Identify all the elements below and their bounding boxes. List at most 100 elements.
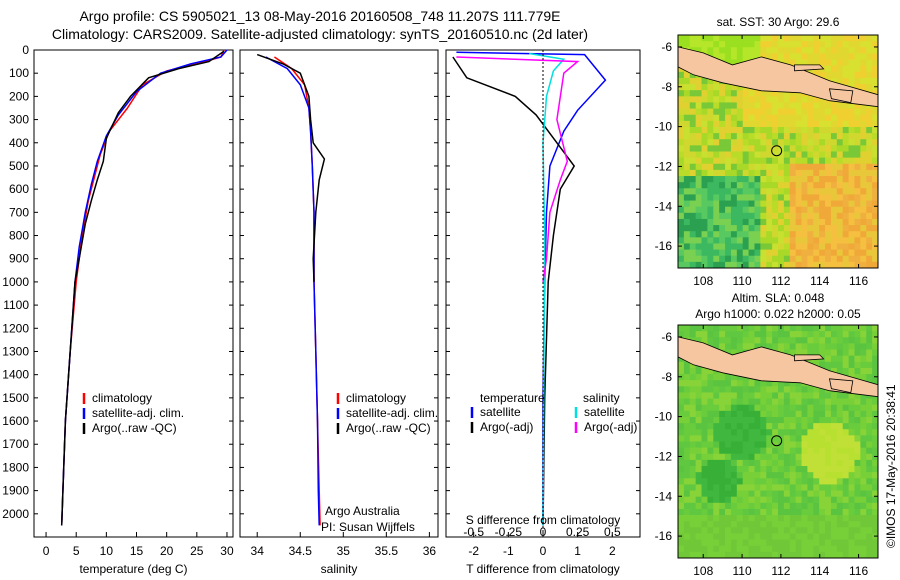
- field-cell: [807, 337, 814, 344]
- field-cell: [789, 120, 797, 128]
- field-cell: [766, 212, 773, 220]
- field-cell: [866, 145, 873, 153]
- field-cell: [789, 404, 797, 412]
- field-cell: [789, 459, 797, 467]
- field-cell: [725, 343, 732, 351]
- field-cell: [789, 90, 797, 97]
- field-cell: [807, 126, 814, 134]
- field-cell: [725, 243, 732, 251]
- field-cell: [854, 502, 861, 510]
- field-cell: [819, 410, 826, 418]
- field-cell: [830, 533, 838, 541]
- field-cell: [789, 539, 797, 547]
- field-cell: [719, 484, 726, 492]
- field-cell: [742, 145, 750, 153]
- field-cell: [830, 114, 838, 122]
- field-cell: [801, 176, 809, 183]
- field-cell: [842, 206, 850, 214]
- field-cell: [860, 459, 867, 467]
- field-cell: [689, 145, 697, 153]
- field-cell: [848, 410, 856, 418]
- field-cell: [707, 133, 714, 140]
- field-cell: [778, 459, 785, 467]
- field-cell: [689, 404, 697, 412]
- field-cell: [766, 545, 773, 553]
- field-cell: [742, 545, 750, 553]
- field-cell: [860, 53, 867, 61]
- field-cell: [842, 539, 850, 547]
- field-cell: [854, 157, 861, 165]
- field-cell: [678, 133, 685, 140]
- field-cell: [860, 151, 867, 159]
- field-cell: [683, 90, 691, 97]
- field-cell: [801, 398, 809, 406]
- field-cell: [701, 200, 709, 208]
- annotation-argo: Argo Australia: [325, 504, 400, 518]
- field-cell: [766, 194, 773, 202]
- field-cell: [713, 331, 720, 338]
- field-cell: [778, 466, 785, 473]
- field-cell: [836, 398, 844, 406]
- field-cell: [866, 478, 873, 486]
- field-cell: [819, 169, 826, 177]
- field-cell: [748, 441, 756, 449]
- field-cell: [766, 447, 773, 455]
- field-cell: [766, 551, 773, 558]
- field-cell: [772, 225, 779, 232]
- field-cell: [860, 176, 867, 183]
- field-cell: [772, 176, 779, 183]
- field-cell: [683, 447, 691, 455]
- field-cell: [748, 478, 756, 486]
- field-cell: [813, 343, 820, 351]
- field-cell: [819, 35, 826, 42]
- field-cell: [730, 429, 738, 436]
- field-cell: [683, 71, 691, 79]
- field-cell: [819, 243, 826, 251]
- field-cell: [830, 120, 838, 128]
- field-cell: [678, 484, 685, 492]
- field-cell: [795, 243, 803, 251]
- field-cell: [701, 502, 709, 510]
- field-cell: [778, 218, 785, 226]
- field-cell: [736, 41, 744, 48]
- field-cell: [854, 466, 861, 473]
- field-cell: [713, 435, 720, 443]
- field-cell: [725, 478, 732, 486]
- field-cell: [795, 231, 803, 238]
- field-cell: [678, 502, 685, 510]
- field-cell: [730, 59, 738, 67]
- field-cell: [695, 331, 703, 338]
- field-cell: [801, 337, 809, 344]
- field-cell: [725, 380, 732, 387]
- field-cell: [836, 496, 844, 504]
- field-cell: [683, 108, 691, 116]
- field-cell: [707, 41, 714, 48]
- field-cell: [842, 237, 850, 245]
- field-cell: [783, 496, 791, 504]
- field-cell: [695, 77, 703, 85]
- field-cell: [789, 447, 797, 455]
- field-cell: [754, 53, 761, 61]
- field-cell: [695, 218, 703, 226]
- field-cell: [689, 114, 697, 122]
- field-cell: [760, 515, 767, 522]
- field-cell: [801, 331, 809, 338]
- field-cell: [866, 84, 873, 91]
- y-tick-label: -8: [661, 80, 672, 94]
- field-cell: [813, 404, 820, 412]
- field-cell: [836, 176, 844, 183]
- legend-label: Argo(..raw -QC): [92, 421, 177, 435]
- field-cell: [860, 255, 867, 263]
- field-cell: [825, 337, 832, 344]
- field-cell: [695, 472, 703, 479]
- field-cell: [789, 478, 797, 486]
- field-cell: [813, 337, 820, 344]
- field-cell: [754, 206, 761, 214]
- field-cell: [783, 96, 791, 104]
- field-cell: [813, 521, 820, 528]
- field-cell: [825, 515, 832, 522]
- field-cell: [736, 343, 744, 351]
- field-cell: [848, 182, 856, 189]
- field-cell: [742, 249, 750, 257]
- field-cell: [866, 212, 873, 220]
